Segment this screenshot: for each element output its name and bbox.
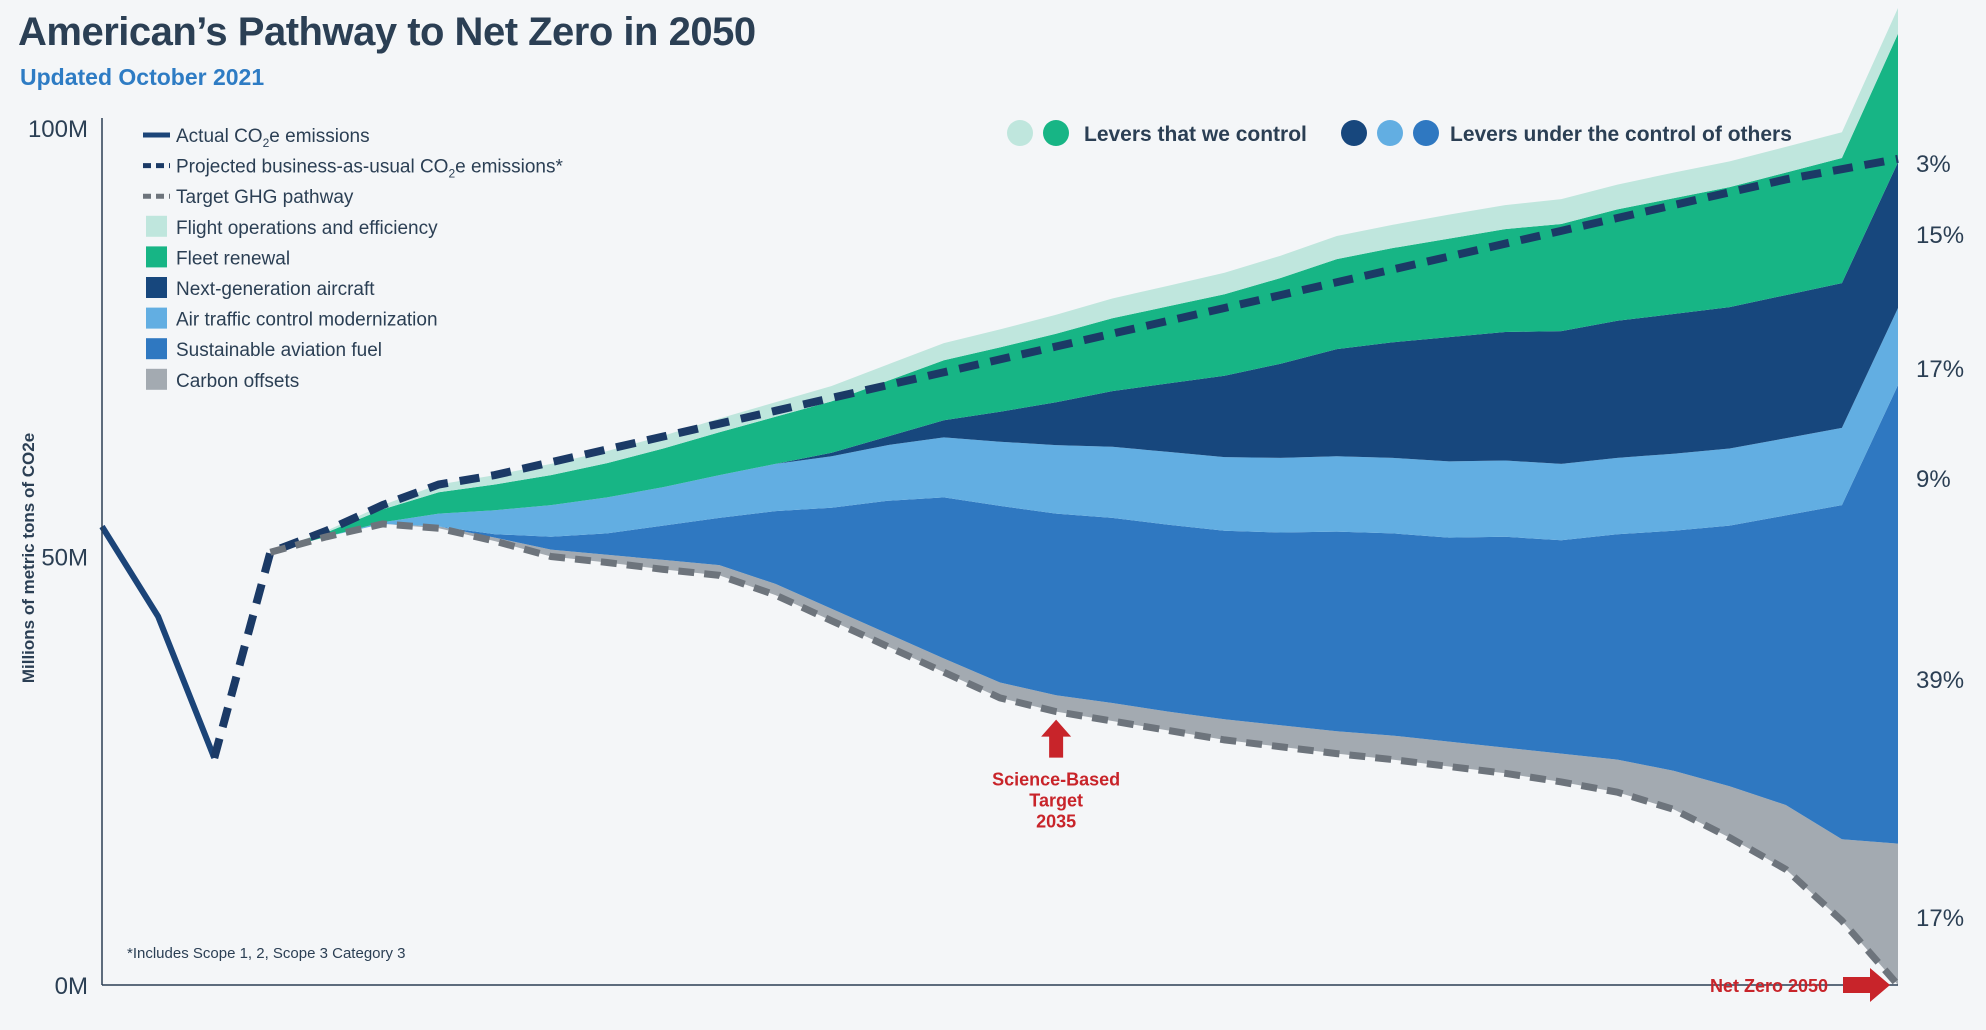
y-tick-label: 0M [55, 973, 88, 1000]
swatch-icon [146, 246, 167, 268]
arrow-up-icon [1041, 719, 1072, 758]
chart-subtitle: Updated October 2021 [20, 64, 265, 90]
area-next-generation-aircraft [270, 162, 1898, 553]
share-label: 39% [1916, 667, 1964, 694]
dot-icon [1341, 120, 1367, 146]
y-axis-label: Millions of metric tons of CO2e [19, 433, 38, 683]
lever-legend: Levers that we control Levers under the c… [1007, 120, 1792, 146]
swatch-icon [146, 338, 167, 360]
legend-item: Projected business-as-usual CO2e emissio… [143, 157, 563, 181]
legend-label: Air traffic control modernization [176, 310, 438, 331]
legend-label: Actual CO2e emissions [176, 126, 370, 150]
legend-label: Next-generation aircraft [176, 279, 375, 300]
legend-label: Sustainable aviation fuel [176, 340, 382, 361]
area-air-traffic-control-modernization [270, 308, 1898, 553]
dot-icon [1413, 120, 1439, 146]
dot-icon [1007, 120, 1033, 146]
levers-others-label: Levers under the control of others [1450, 123, 1792, 146]
sbt-annotation-line: 2035 [1036, 812, 1076, 832]
share-label: 17% [1916, 905, 1964, 932]
arrow-right-icon [1843, 968, 1890, 1002]
share-labels: 17% 39% 9% 17% 15% 3% [1916, 151, 1964, 932]
levers-we-control: Levers that we control [1007, 120, 1307, 146]
swatch-icon [146, 368, 167, 390]
y-tick-label: 100M [28, 116, 88, 143]
legend-item: Air traffic control modernization [146, 307, 438, 331]
swatch-icon [146, 215, 167, 237]
area-sustainable-aviation-fuel [270, 385, 1898, 844]
levers-others-control: Levers under the control of others [1341, 120, 1792, 146]
stacked-areas [270, 8, 1898, 985]
legend-label: Flight operations and efficiency [176, 218, 438, 239]
legend-item: Fleet renewal [146, 246, 290, 269]
dot-icon [1043, 120, 1069, 146]
actual-emissions-line [99, 524, 218, 760]
area-fleet-renewal [270, 33, 1898, 553]
legend-item: Actual CO2e emissions [143, 126, 370, 150]
net-zero-label: Net Zero 2050 [1710, 976, 1828, 996]
legend-item: Sustainable aviation fuel [146, 338, 382, 361]
emission-lines [99, 154, 1901, 988]
share-label: 9% [1916, 466, 1951, 493]
levers-ours-label: Levers that we control [1084, 123, 1307, 146]
share-label: 3% [1916, 151, 1951, 178]
sbt-annotation-line: Science-Based [992, 770, 1120, 790]
share-label: 15% [1916, 222, 1964, 249]
projected-bau-line [210, 154, 1899, 759]
y-tick-label: 50M [41, 545, 88, 572]
legend-item: Target GHG pathway [143, 187, 354, 208]
legend-label: Projected business-as-usual CO2e emissio… [176, 157, 563, 181]
legend-label: Target GHG pathway [176, 187, 354, 208]
swatch-icon [146, 307, 167, 329]
annotations: *Includes Scope 1, 2, Scope 3 Category 3… [127, 719, 1890, 1002]
legend-label: Fleet renewal [176, 248, 290, 269]
swatch-icon [146, 277, 167, 298]
legend-item: Flight operations and efficiency [146, 215, 438, 239]
legend-item: Next-generation aircraft [146, 277, 375, 300]
share-label: 17% [1916, 356, 1964, 383]
footnote: *Includes Scope 1, 2, Scope 3 Category 3 [127, 945, 406, 962]
sbt-annotation-line: Target [1029, 791, 1083, 811]
axes: 0M 50M 100M Millions of metric tons of CO2e [19, 116, 1898, 1000]
legend: Actual CO2e emissions Projected business-… [143, 126, 563, 392]
dot-icon [1377, 120, 1403, 146]
legend-label: Carbon offsets [176, 371, 299, 392]
chart-title: American’s Pathway to Net Zero in 2050 [18, 10, 756, 54]
legend-item: Carbon offsets [146, 368, 299, 392]
